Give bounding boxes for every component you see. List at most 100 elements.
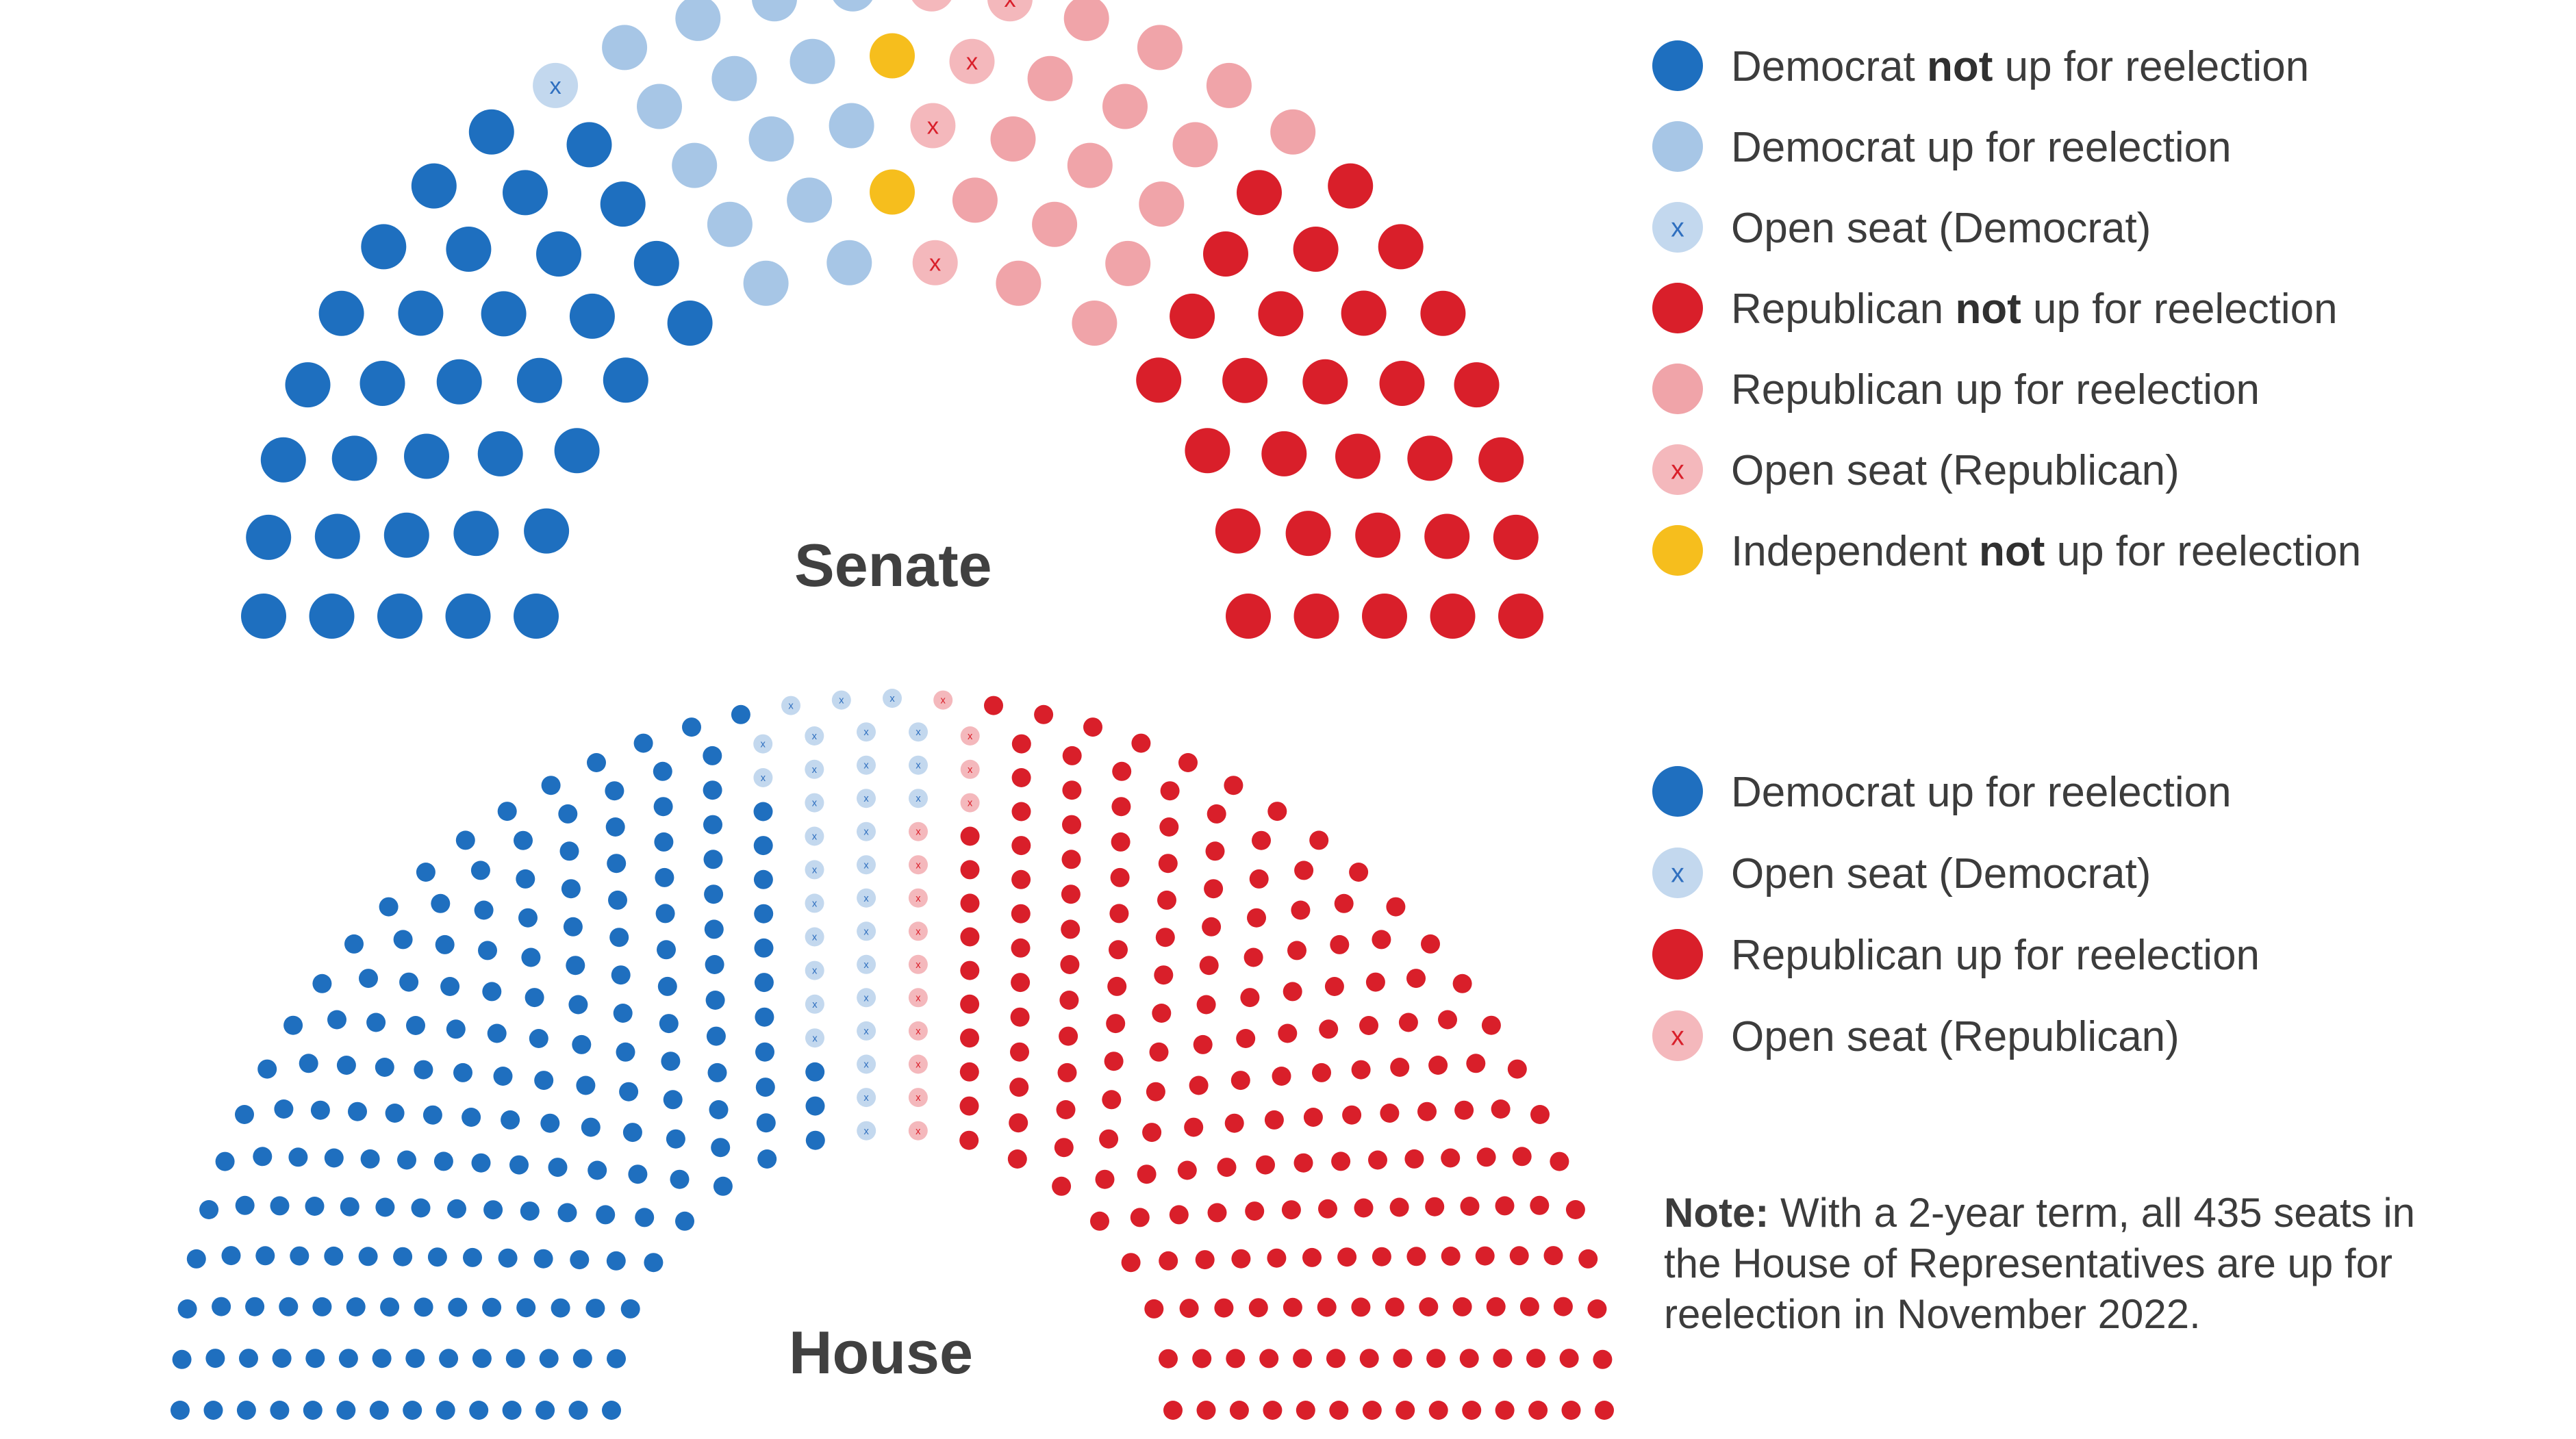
svg-text:x: x xyxy=(1671,858,1684,888)
house-seat-house-dem xyxy=(453,1062,472,1082)
house-seat-house-dem xyxy=(619,1082,639,1101)
svg-text:x: x xyxy=(788,701,794,712)
house-seat-house-dem xyxy=(344,934,364,954)
house-seat-house-dem xyxy=(670,1169,690,1189)
house-seat-house-dem xyxy=(487,1023,507,1043)
house-seat-house-dem xyxy=(360,1149,380,1169)
house-seat-house-rep xyxy=(1354,1198,1374,1218)
senate-seat-rep-safe xyxy=(1302,359,1348,405)
house-seat-house-rep xyxy=(1530,1195,1550,1215)
senate-seat-dem-safe xyxy=(554,428,600,474)
senate-seat-rep-safe xyxy=(1478,437,1524,483)
house-seat-house-dem xyxy=(705,991,725,1010)
house-seat-house-rep xyxy=(1177,1160,1197,1180)
house-seat-house-rep xyxy=(1404,1149,1424,1169)
house-seat-house-rep xyxy=(1152,1004,1172,1023)
house-seat-house-dem xyxy=(257,1059,277,1079)
svg-text:x: x xyxy=(812,999,818,1010)
svg-text:x: x xyxy=(916,960,921,971)
house-seat-house-dem xyxy=(561,879,581,899)
house-seat-house-rep xyxy=(1281,1200,1301,1220)
house-seat-house-rep xyxy=(1278,1023,1298,1043)
house-seat-house-rep xyxy=(1283,982,1302,1002)
senate-seat-dem-safe xyxy=(536,231,581,277)
house-seat-house-dem xyxy=(172,1349,192,1369)
house-seat-house-dem xyxy=(805,1062,825,1082)
house-seat-dem-open: x xyxy=(805,726,824,746)
house-seat-house-rep xyxy=(1349,863,1369,882)
house-seat-house-dem xyxy=(372,1349,392,1368)
house-seat-house-dem xyxy=(754,973,774,993)
house-seat-house-rep xyxy=(1121,1253,1141,1273)
house-legend-swatch-house-rep xyxy=(1652,929,1703,980)
house-seat-house-rep xyxy=(1109,940,1128,960)
house-seat-house-dem xyxy=(755,1078,775,1097)
house-seat-house-rep xyxy=(1060,955,1080,974)
senate-seat-dem-up xyxy=(748,116,794,162)
house-seat-house-rep xyxy=(1372,1247,1391,1266)
house-seat-house-dem xyxy=(380,1297,400,1317)
house-seat-house-dem xyxy=(470,861,490,880)
senate-legend-swatch-dem-safe xyxy=(1652,40,1703,91)
house-seat-house-rep xyxy=(1486,1297,1506,1316)
house-seat-house-rep xyxy=(1495,1401,1515,1420)
house-seat-house-rep xyxy=(1460,1197,1480,1216)
house-seat-house-dem xyxy=(411,1198,431,1218)
house-seat-house-rep xyxy=(1062,780,1082,800)
house-seat-house-rep xyxy=(1146,1082,1165,1101)
house-seat-house-dem xyxy=(239,1349,258,1368)
house-seat-house-rep xyxy=(1011,973,1031,993)
house-seat-house-dem xyxy=(324,1148,344,1168)
legend-label-text: Independent xyxy=(1731,528,1980,575)
house-seat-house-rep xyxy=(1054,1138,1074,1158)
house-seat-house-dem xyxy=(616,1042,635,1062)
house-seat-house-dem xyxy=(433,1151,453,1171)
house-seat-house-rep xyxy=(1195,1250,1215,1270)
house-seat-house-rep xyxy=(1099,1129,1119,1149)
legend-label-emphasis: not xyxy=(1926,43,1993,90)
house-seat-house-dem xyxy=(235,1105,254,1124)
legend-label-text: Open seat (Democrat) xyxy=(1731,205,2151,252)
house-seat-house-rep xyxy=(1107,976,1127,996)
house-seat-house-dem xyxy=(753,869,773,889)
svg-text:x: x xyxy=(863,793,869,804)
svg-text:x: x xyxy=(863,893,869,904)
senate-seat-dem-up xyxy=(675,0,721,41)
house-seat-house-rep xyxy=(1083,717,1102,737)
legend-label-text: Republican up for reelection xyxy=(1731,932,2260,979)
house-seat-house-rep xyxy=(1398,1013,1418,1032)
house-seat-house-rep xyxy=(1406,1247,1426,1266)
house-seat-house-dem xyxy=(305,1349,325,1368)
legend-label-text: Republican up for reelection xyxy=(1731,366,2260,413)
house-seat-house-rep xyxy=(1406,969,1426,989)
senate-seat-rep-safe xyxy=(1493,514,1539,560)
house-seat-house-rep xyxy=(1214,1298,1234,1318)
house-seat-house-dem xyxy=(704,884,724,904)
house-legend-label: Open seat (Democrat) xyxy=(1731,850,2151,898)
house-seat-house-rep xyxy=(1390,1058,1410,1077)
legend-dot-dem-open: x xyxy=(1652,848,1703,898)
svg-text:x: x xyxy=(863,926,869,937)
house-seat-house-dem xyxy=(359,969,378,989)
house-seat-house-dem xyxy=(706,1026,726,1046)
senate-seat-rep-up xyxy=(1072,301,1117,346)
house-seat-house-rep xyxy=(1372,930,1391,950)
svg-text:x: x xyxy=(968,731,973,742)
house-seat-house-dem xyxy=(602,1401,621,1420)
senate-legend-swatch-rep-safe xyxy=(1652,283,1703,333)
house-title: House xyxy=(789,1319,973,1386)
senate-seat-dem-safe xyxy=(481,291,527,337)
senate-seat-dem-safe xyxy=(246,514,292,560)
house-seat-dem-open: x xyxy=(831,690,851,710)
house-seat-house-rep xyxy=(1561,1401,1581,1420)
house-seat-house-dem xyxy=(199,1200,219,1219)
house-seat-house-rep xyxy=(1559,1349,1579,1368)
senate-seat-rep-safe xyxy=(1378,224,1424,270)
house-seat-house-rep xyxy=(1178,753,1198,772)
house-seat-house-dem xyxy=(324,1246,344,1266)
house-seat-house-dem xyxy=(644,1253,664,1273)
senate-seat-rep-safe xyxy=(1424,513,1470,559)
house-seat-house-dem xyxy=(435,934,455,954)
house-seat-house-rep xyxy=(1059,991,1079,1010)
house-seat-house-dem xyxy=(346,1297,366,1316)
